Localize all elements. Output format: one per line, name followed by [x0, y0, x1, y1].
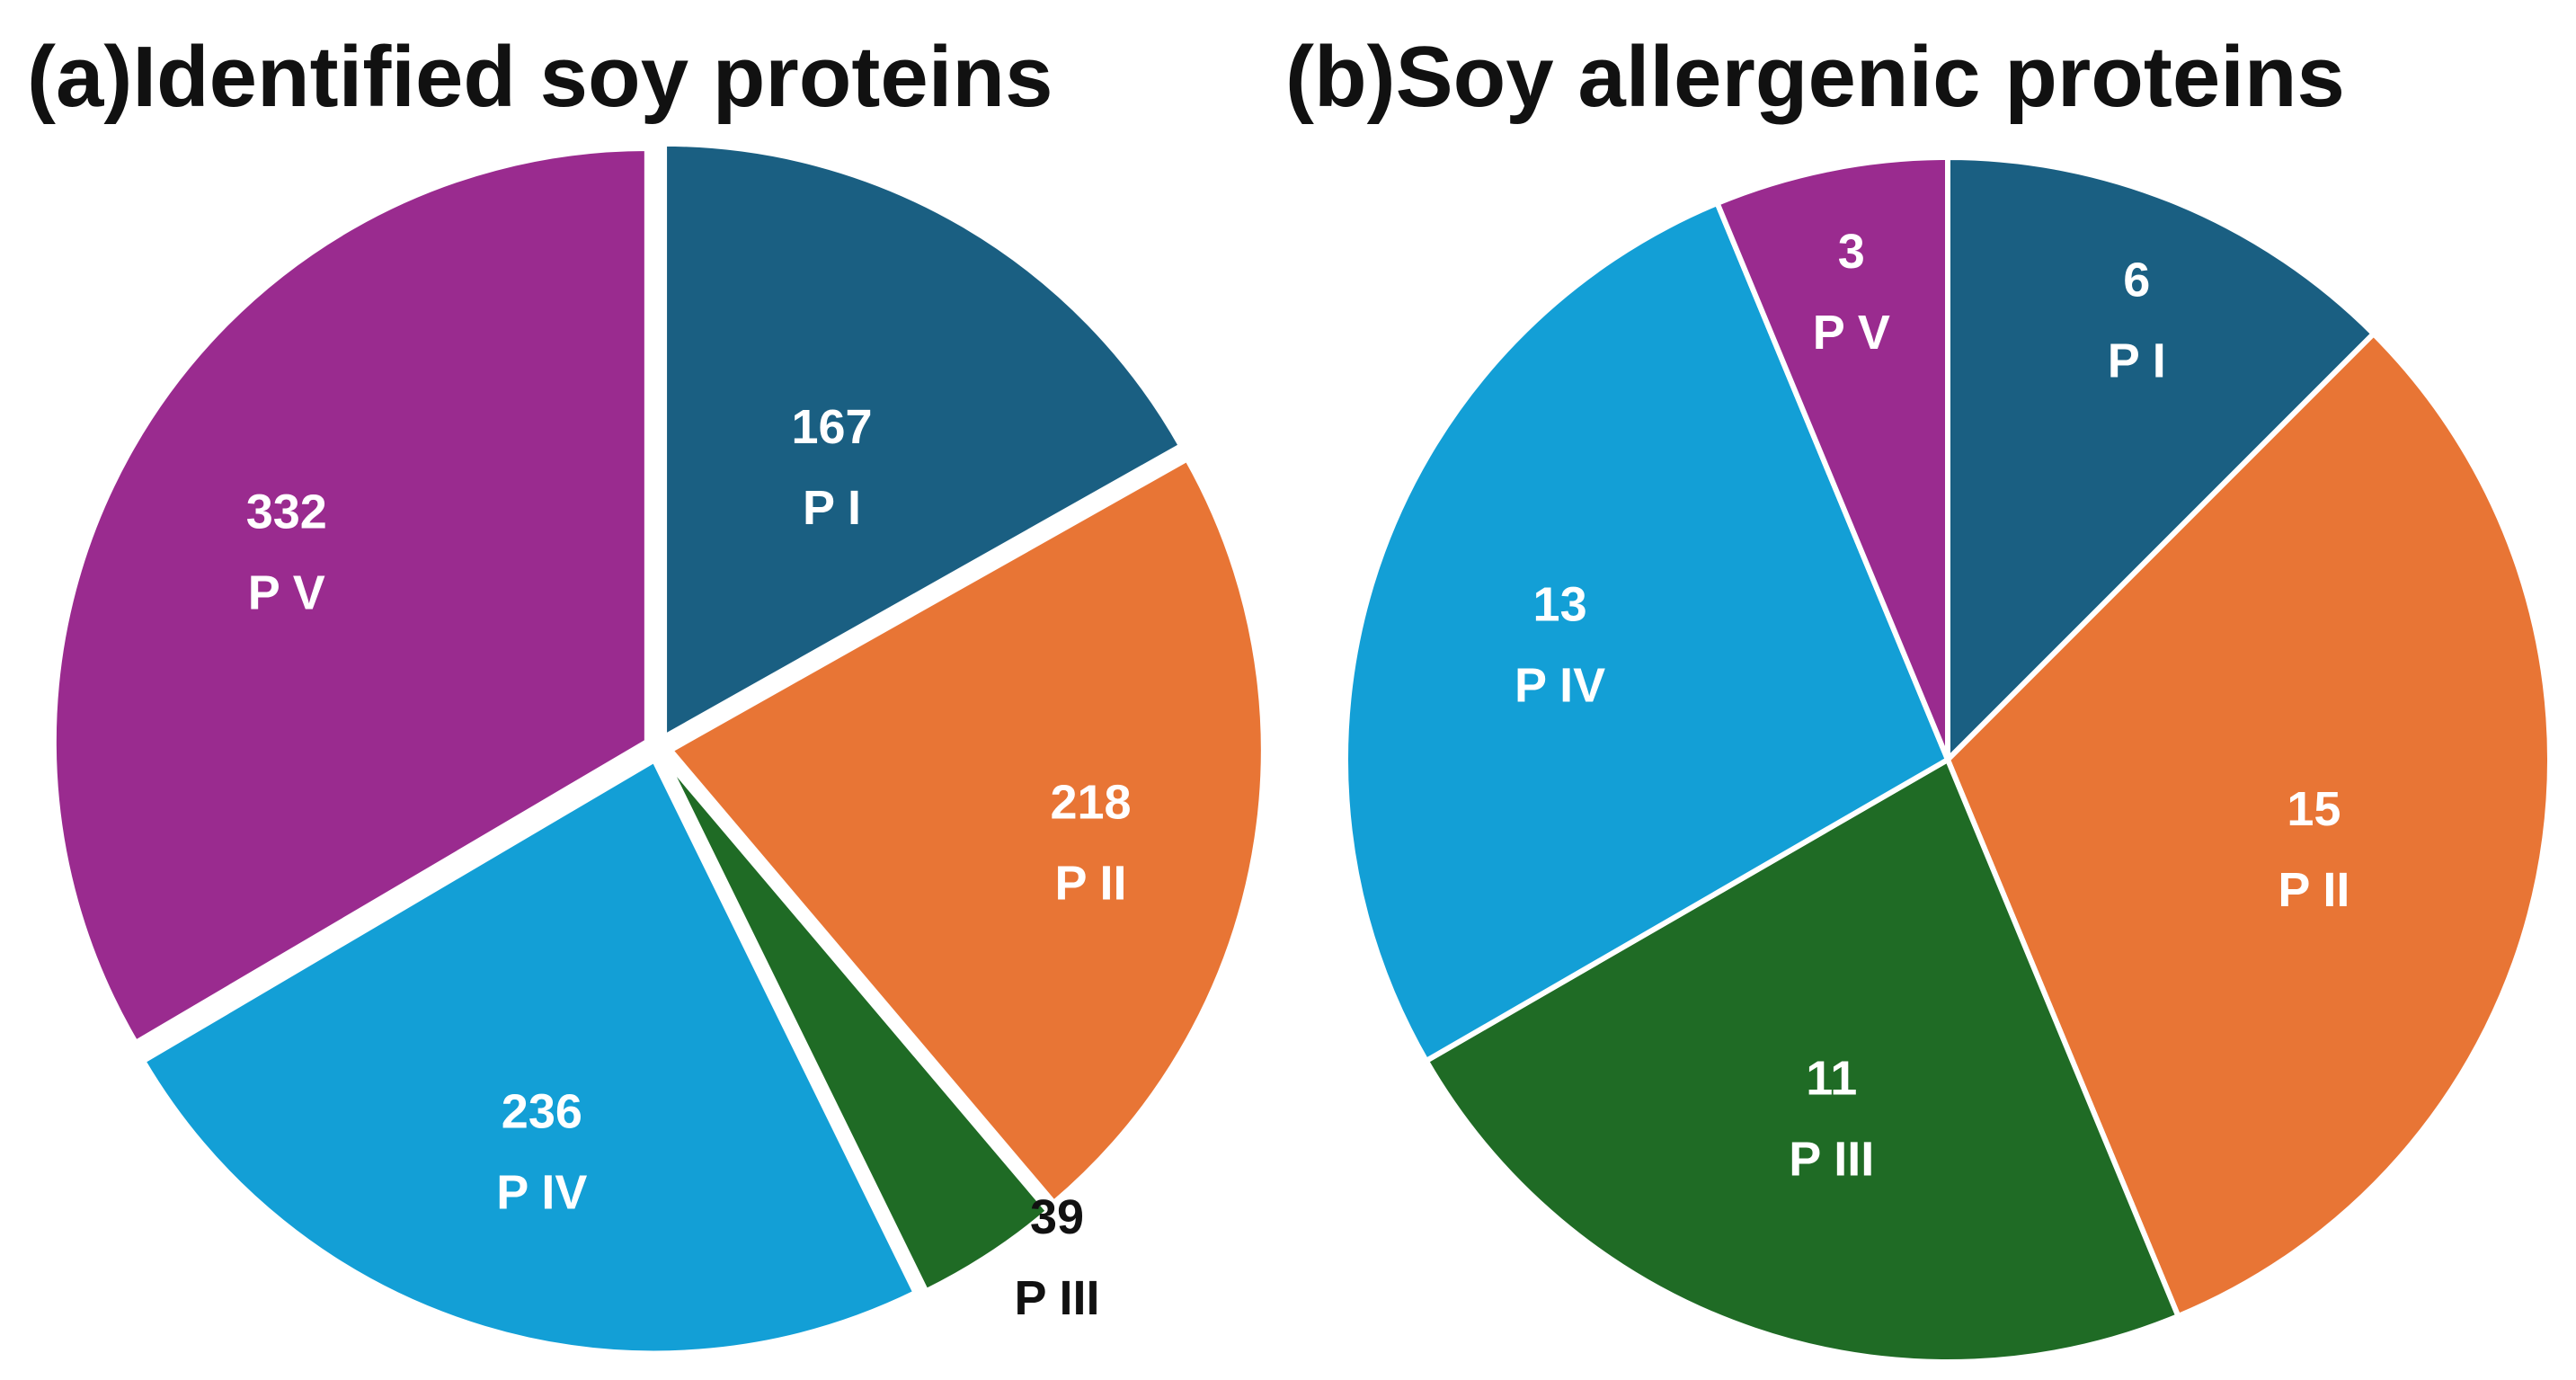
- panel-b-title: (b)Soy allergenic proteins: [1285, 29, 2345, 125]
- slices-a: [50, 140, 1266, 1357]
- panel-b-title-text: Soy allergenic proteins: [1396, 29, 2345, 125]
- slice-a-category-label: P II: [1054, 856, 1126, 910]
- slice-b-category-label: P II: [2278, 863, 2349, 917]
- slices-b: [1343, 155, 2553, 1365]
- slice-a-category-label: P I: [803, 481, 861, 535]
- slice-a-value-label: 236: [502, 1085, 582, 1139]
- panel-a-title: (a)Identified soy proteins: [27, 29, 1053, 125]
- panel-b-letter: (b): [1285, 29, 1396, 125]
- slice-b-pi: [1945, 155, 2376, 762]
- slice-b-piv: [1343, 200, 1950, 1064]
- slice-b-value-label: 11: [1806, 1052, 1857, 1106]
- panel-a-letter: (a): [27, 29, 132, 125]
- slice-a-value-label: 167: [791, 400, 872, 454]
- slice-a-piii: [662, 755, 1052, 1295]
- slice-b-value-label: 15: [2287, 782, 2341, 836]
- slice-a-category-label: P IV: [496, 1166, 587, 1220]
- slice-b-pii: [1945, 331, 2553, 1319]
- slice-a-category-label: P III: [1014, 1271, 1099, 1325]
- slice-b-category-label: P III: [1789, 1133, 1874, 1187]
- slice-b-category-label: P V: [1813, 306, 1890, 360]
- slice-a-value-label: 332: [246, 485, 327, 539]
- slice-b-value-label: 13: [1533, 578, 1587, 632]
- slice-b-category-label: P IV: [1515, 659, 1605, 713]
- slice-b-piii: [1423, 757, 2181, 1365]
- pie-panel-b: (b)Soy allergenic proteins 6 P I 15 P II 11 P…: [1285, 29, 2553, 1365]
- slice-b-value-label: 6: [2123, 253, 2150, 307]
- slice-a-pii: [667, 456, 1266, 1206]
- slice-a-piv: [140, 757, 919, 1357]
- slice-a-pi: [662, 140, 1185, 740]
- labels-a: 167 P I 218 P II 39 P III 236 P IV 332 P V: [246, 400, 1132, 1325]
- labels-b: 6 P I 15 P II 11 P III 13 P IV 3 P V: [1515, 225, 2349, 1187]
- slice-b-category-label: P I: [2108, 334, 2166, 387]
- slice-a-value-label: 218: [1050, 775, 1131, 829]
- slice-a-category-label: P V: [248, 566, 325, 620]
- slice-a-value-label: 39: [1030, 1190, 1084, 1244]
- pie-panel-a: (a)Identified soy proteins 167 P I 218 P II…: [27, 29, 1266, 1357]
- panel-a-title-text: Identified soy proteins: [132, 29, 1053, 125]
- slice-b-pv: [1714, 155, 1950, 762]
- slice-b-value-label: 3: [1838, 225, 1865, 279]
- slice-a-pv: [50, 146, 650, 1046]
